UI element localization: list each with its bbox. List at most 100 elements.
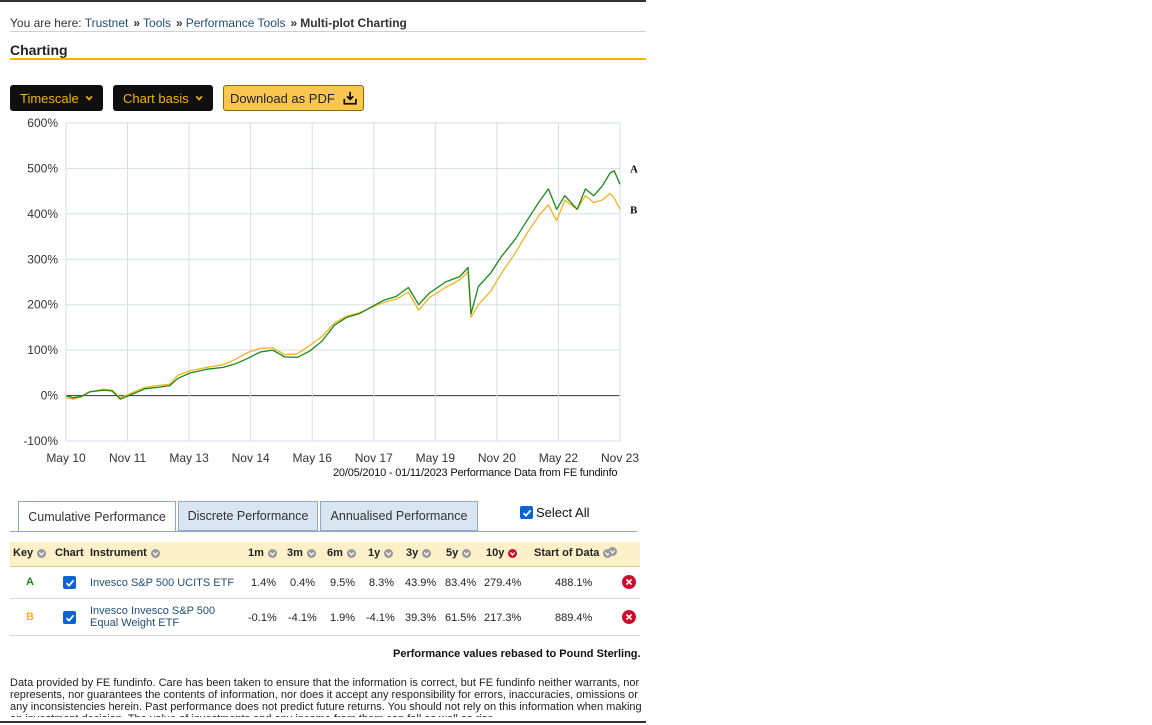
y-tick-label: 500% [27, 161, 58, 175]
tabs-divider [10, 531, 637, 532]
breadcrumb-link-tools[interactable]: Tools [143, 16, 172, 30]
series-line-a [65, 170, 621, 400]
disclaimer-text: Data provided by FE fundinfo. Care has b… [10, 677, 642, 717]
checkmark-icon [65, 579, 74, 587]
header-1m[interactable]: 1m [248, 547, 277, 559]
breadcrumb-prefix: You are here: [10, 16, 82, 30]
y-tick-label: -100% [23, 434, 58, 448]
x-tick-label: Nov 23 [601, 451, 639, 465]
header-6m[interactable]: 6m [327, 547, 356, 559]
value-10y: 217.3% [484, 612, 522, 624]
tab-discrete-performance[interactable]: Discrete Performance [178, 501, 318, 531]
remove-icon[interactable] [622, 575, 636, 589]
instrument-link[interactable]: Invesco Invesco S&P 500 Equal Weight ETF [90, 605, 215, 629]
download-pdf-label: Download as PDF [230, 90, 335, 106]
header-instrument[interactable]: Instrument [90, 547, 160, 559]
chart-basis-label: Chart basis [123, 90, 189, 106]
x-axis-ticks: May 10 Nov 11 May 13 Nov 14 May 16 Nov 17 May … [46, 451, 639, 465]
table-row: A Invesco S&P 500 UCITS ETF 1.4% 0.4% 9.… [10, 567, 640, 599]
value-3m: -4.1% [288, 612, 317, 624]
instrument-link[interactable]: Invesco S&P 500 UCITS ETF [90, 577, 235, 589]
chart-grid [65, 122, 621, 442]
header-key[interactable]: Key [13, 547, 47, 559]
select-all-label: Select All [536, 505, 590, 520]
value-1y: 8.3% [369, 577, 395, 589]
x-tick-label: Nov 14 [232, 451, 270, 465]
tab-cumulative-performance[interactable]: Cumulative Performance [18, 501, 176, 532]
series-end-label: B [630, 204, 638, 216]
chevron-down-icon [195, 95, 203, 101]
value-6m: 9.5% [330, 577, 356, 589]
header-3m[interactable]: 3m [287, 547, 316, 559]
x-tick-label: May 19 [416, 451, 456, 465]
value-1m: -0.1% [248, 612, 277, 624]
value-6m: 1.9% [330, 612, 356, 624]
bottom-border [0, 721, 646, 723]
x-tick-label: May 22 [539, 451, 579, 465]
instrument-line-1: Invesco Invesco S&P 500 [90, 605, 216, 617]
remove-icon[interactable] [622, 610, 636, 624]
timescale-label: Timescale [20, 90, 79, 106]
instrument-line-2: Equal Weight ETF [90, 617, 180, 629]
sort-icon [422, 548, 432, 558]
chart-caption: 20/05/2010 - 01/11/2023 Performance Data… [333, 467, 618, 479]
sort-icon [384, 548, 394, 558]
y-tick-label: 400% [27, 207, 58, 221]
series-end-label: A [630, 164, 638, 176]
series-line-b [65, 192, 621, 400]
breadcrumb-link-performance-tools[interactable]: Performance Tools [185, 16, 286, 30]
select-all-checkbox[interactable] [520, 506, 533, 519]
series-key: B [26, 611, 34, 623]
currency-note: Performance values rebased to Pound Ster… [393, 648, 641, 660]
select-all-control[interactable]: Select All [520, 505, 589, 520]
sort-icon [306, 548, 316, 558]
value-3m: 0.4% [290, 577, 316, 589]
header-3y[interactable]: 3y [406, 547, 432, 559]
sort-icon [462, 548, 472, 558]
y-tick-label: 300% [27, 252, 58, 266]
chart-series [65, 170, 621, 400]
download-pdf-button[interactable]: Download as PDF [223, 85, 364, 111]
sort-active-icon [508, 548, 518, 558]
breadcrumb-current: Multi-plot Charting [300, 16, 407, 30]
chart-checkbox[interactable] [63, 576, 76, 589]
chevron-down-icon [85, 95, 93, 101]
tab-label: Discrete Performance [187, 509, 309, 523]
value-start-of-data: 488.1% [555, 577, 593, 589]
chart-basis-button[interactable]: Chart basis [113, 85, 213, 111]
title-underline [10, 58, 646, 60]
breadcrumb: You are here: Trustnet» Tools» Performance… [10, 16, 407, 30]
plot-frame [65, 122, 621, 442]
checkmark-icon [522, 509, 531, 517]
value-1y: -4.1% [366, 612, 395, 624]
header-10y[interactable]: 10y [486, 547, 518, 559]
tab-annualised-performance[interactable]: Annualised Performance [320, 501, 478, 531]
sort-icon [346, 548, 356, 558]
table-header: Key Chart Instrument 1m 3m 6m 1y 3y 5y 1… [10, 542, 640, 567]
timescale-button[interactable]: Timescale [10, 85, 103, 111]
header-1y[interactable]: 1y [368, 547, 394, 559]
y-tick-label: 600% [27, 116, 58, 130]
tab-label: Cumulative Performance [28, 510, 166, 524]
top-border [0, 0, 646, 2]
x-tick-label: May 13 [169, 451, 209, 465]
breadcrumb-link-trustnet[interactable]: Trustnet [84, 16, 129, 30]
section-title: Charting [10, 42, 68, 58]
value-1m: 1.4% [251, 577, 277, 589]
breadcrumb-separator-icon: » [133, 16, 141, 30]
header-5y[interactable]: 5y [446, 547, 472, 559]
header-start-of-data[interactable]: Start of Data [534, 547, 613, 559]
sort-icon [267, 548, 277, 558]
x-tick-label: May 10 [46, 451, 86, 465]
table-row: B Invesco Invesco S&P 500 Equal Weight E… [10, 599, 640, 636]
x-tick-label: Nov 17 [355, 451, 393, 465]
value-5y: 61.5% [445, 612, 477, 624]
value-start-of-data: 889.4% [555, 612, 593, 624]
performance-chart: 600% 500% 400% 300% 200% 100% 0% -100% May 10 No… [23, 116, 639, 465]
checkmark-icon [65, 614, 74, 622]
breadcrumb-separator-icon: » [290, 16, 298, 30]
value-5y: 83.4% [445, 577, 477, 589]
chart-checkbox[interactable] [63, 611, 76, 624]
sort-icon [150, 548, 160, 558]
series-end-labels: AB [630, 164, 638, 217]
